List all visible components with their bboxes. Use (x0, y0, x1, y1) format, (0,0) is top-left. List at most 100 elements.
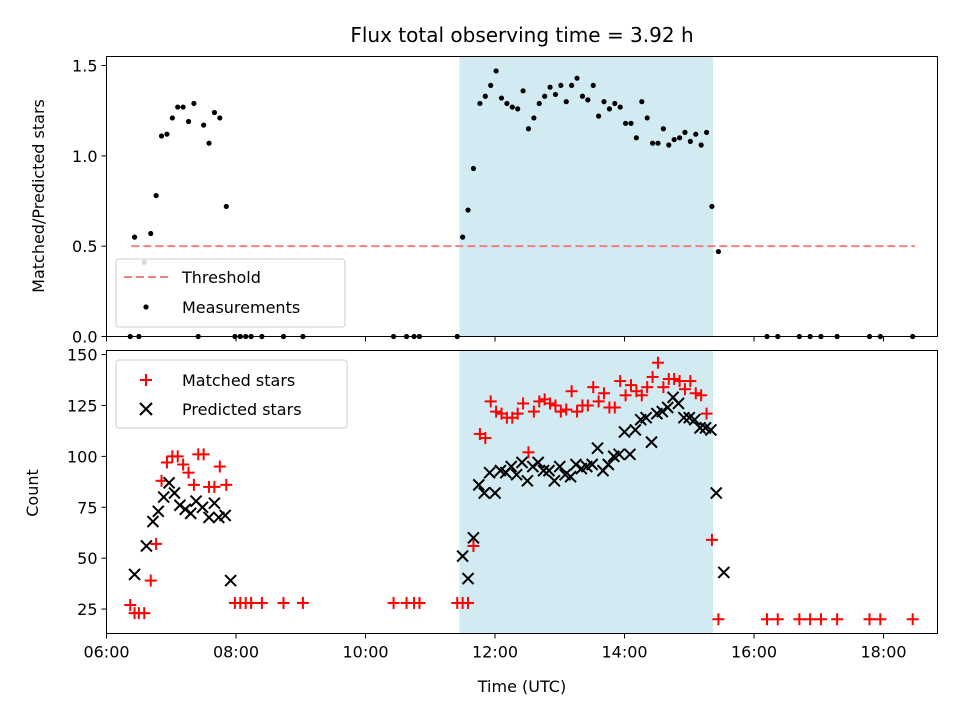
measurement-point (682, 129, 688, 135)
top-legend-box (115, 258, 346, 328)
measurement-point (639, 99, 645, 105)
predicted-star-point (553, 460, 566, 473)
legend-predicted-swatch (139, 402, 153, 416)
legend-threshold-label: Threshold (181, 268, 261, 287)
predicted-star-point (564, 470, 577, 483)
x-tick-label: 16:00 (731, 643, 777, 662)
measurement-point (164, 131, 170, 137)
x-axis-title: Time (UTC) (477, 677, 566, 696)
measurement-point (574, 75, 580, 81)
measurement-point (687, 138, 693, 145)
matched-star-point (700, 407, 713, 420)
measurement-point (676, 135, 683, 141)
bottom-x-ticks: 06:00 08:00 10:00 12:00 14:00 16:00 18:00 (83, 633, 907, 662)
matched-star-point (581, 399, 594, 412)
measurement-point (460, 234, 466, 240)
predicted-star-point (591, 442, 604, 455)
matched-star-point (804, 613, 817, 626)
matched-star-point (906, 613, 919, 626)
bottom-y-tick-label: 150 (67, 346, 98, 365)
matched-star-point (296, 596, 309, 609)
predicted-star-point (629, 423, 642, 437)
predicted-star-point (224, 574, 237, 587)
measurement-point (617, 104, 623, 110)
matched-star-point (187, 478, 200, 491)
matched-star-point (673, 375, 686, 388)
measurement-point (520, 88, 526, 94)
measurement-point (596, 113, 602, 119)
predicted-star-point (612, 448, 626, 461)
measurement-point (211, 109, 218, 116)
predicted-star-point (623, 448, 637, 461)
predicted-star-point (146, 515, 160, 528)
matched-star-point (598, 387, 611, 400)
matched-star-point (608, 401, 621, 414)
matched-star-point (544, 397, 557, 410)
measurement-point (606, 106, 613, 112)
predicted-star-point (152, 505, 165, 518)
matched-star-point (689, 387, 702, 400)
matched-star-point (863, 613, 876, 626)
measurement-point (531, 115, 537, 121)
legend-matched-swatch (140, 374, 152, 386)
measurement-point (703, 129, 710, 135)
predicted-star-point (661, 401, 674, 414)
measurement-point (623, 120, 629, 126)
predicted-star-point (219, 509, 232, 522)
measurement-point (465, 207, 471, 213)
measurement-point (612, 100, 618, 107)
x-tick-label: 10:00 (342, 643, 388, 662)
measurement-point (633, 135, 639, 141)
measurement-point (552, 91, 559, 98)
matched-star-point (646, 370, 659, 383)
matched-star-point (668, 373, 681, 386)
x-tick-label: 12:00 (472, 643, 518, 662)
measurement-point (191, 100, 197, 107)
measurement-point (644, 115, 650, 121)
measurement-point (709, 203, 715, 210)
measurement-point (660, 126, 666, 132)
measurement-point (158, 133, 165, 139)
predicted-star-point (672, 397, 685, 410)
predicted-star-point (461, 572, 475, 585)
matched-star-point (255, 596, 268, 609)
predicted-star-point (521, 474, 534, 488)
matched-star-point (413, 596, 426, 609)
predicted-star-point (456, 549, 469, 563)
bottom-legend-box (115, 359, 348, 429)
matched-star-point (277, 596, 290, 609)
top-legend: Threshold Measurements (115, 258, 346, 328)
matched-star-point (144, 574, 157, 587)
matched-star-point (814, 613, 827, 626)
measurement-point (223, 203, 229, 210)
predicted-star-point (542, 464, 556, 477)
measurement-point (169, 115, 175, 121)
measurement-point (715, 248, 722, 255)
measurement-point (206, 140, 212, 146)
matched-star-point (490, 405, 503, 418)
matched-star-point (793, 613, 806, 626)
predicted-star-point (168, 486, 181, 500)
matched-star-point (712, 613, 725, 626)
matched-star-point (549, 399, 562, 412)
bottom-marks (124, 356, 919, 626)
matched-star-point (208, 480, 221, 493)
measurement-point (671, 136, 677, 143)
measurement-point (148, 230, 154, 237)
top-y-tick-label: 0.0 (72, 328, 97, 347)
bottom-y-axis-title: Count (23, 469, 42, 517)
matched-star-point (565, 385, 578, 398)
measurement-point (579, 93, 586, 99)
matched-star-point (197, 448, 210, 461)
bottom-y-tick-label: 25 (77, 600, 97, 619)
measurement-point (542, 93, 548, 99)
measurement-point (547, 84, 553, 90)
predicted-star-point (548, 474, 561, 488)
top-y-axis-title: Matched/Predicted stars (29, 99, 48, 293)
predicted-star-point (505, 460, 518, 473)
top-y-tick-label: 1.5 (72, 57, 97, 76)
matched-star-point (705, 533, 718, 546)
predicted-star-point (478, 486, 491, 500)
top-observing-window (459, 56, 714, 337)
bottom-legend: Matched stars Predicted stars (115, 359, 348, 429)
